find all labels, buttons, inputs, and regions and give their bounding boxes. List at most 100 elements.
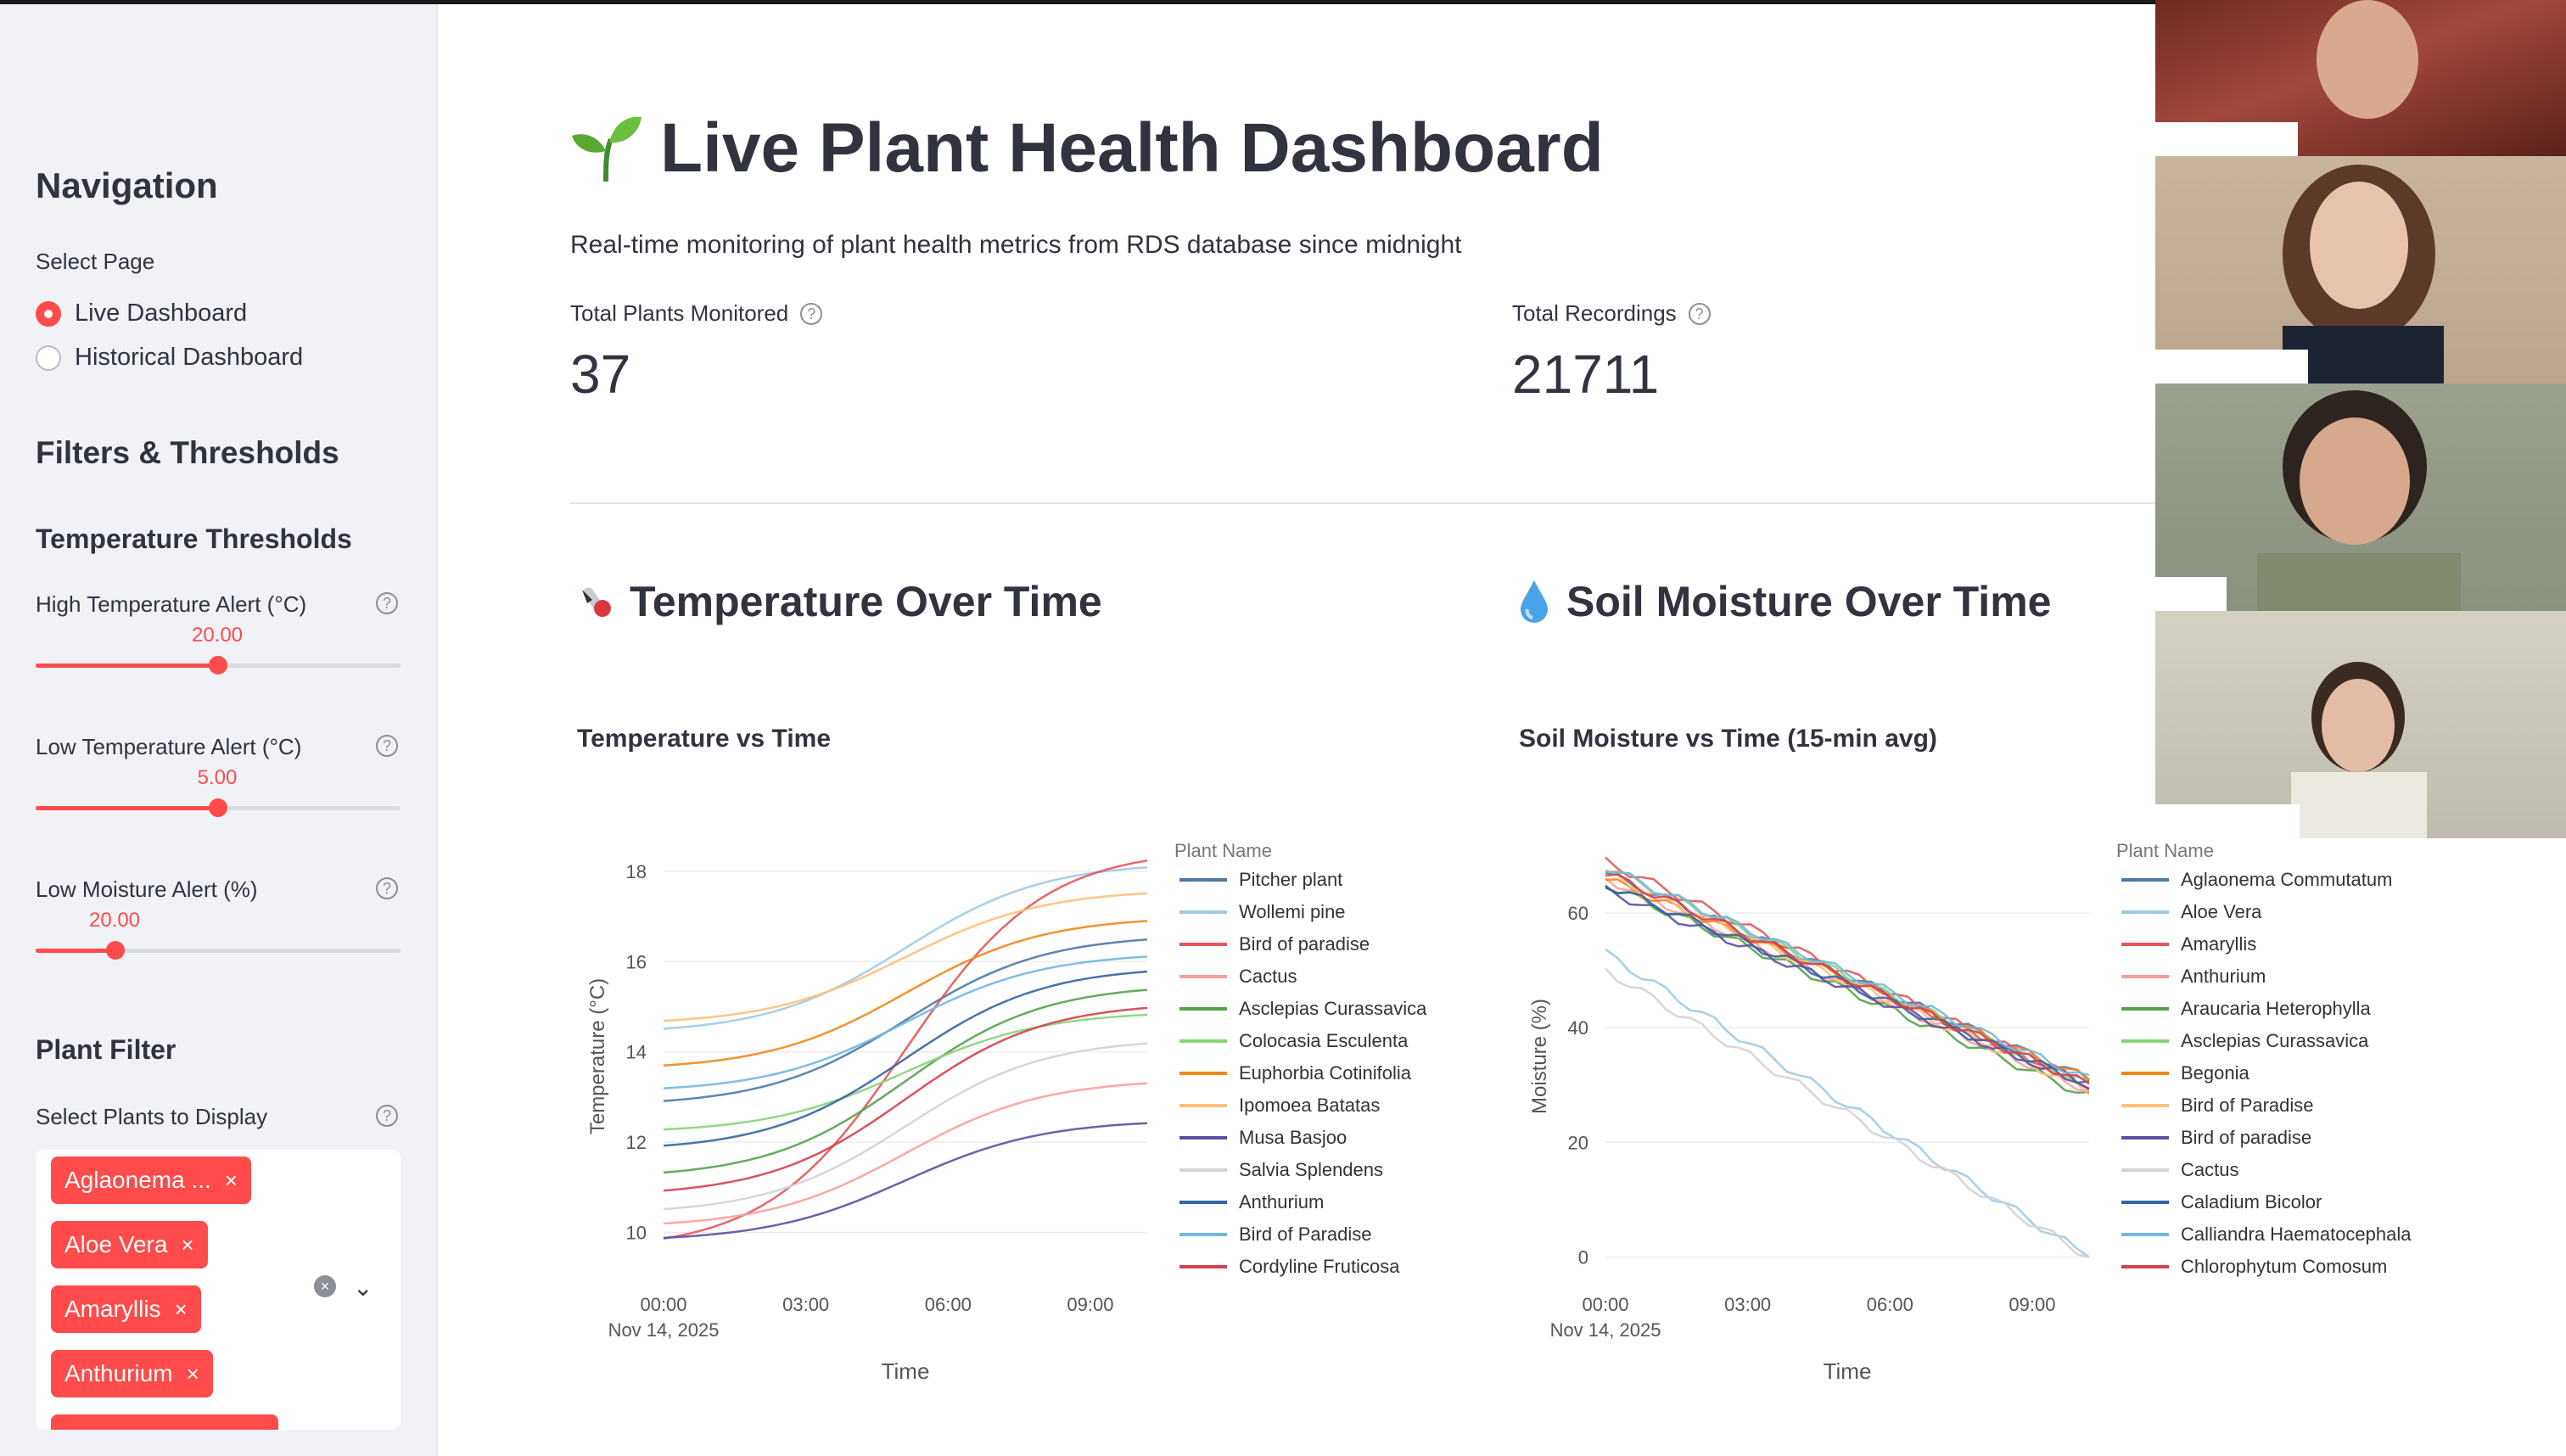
slider-fill [36,949,115,953]
legend-title: Plant Name [1174,840,1272,861]
thermometer-icon [582,587,611,617]
legend-label: Wollemi pine [1239,901,1346,922]
legend-label: Musa Basjoo [1239,1127,1347,1148]
section-title: Temperature Over Time [630,578,1102,625]
low-temp-slider[interactable] [36,798,401,817]
help-icon[interactable]: ? [376,1105,398,1127]
legend-label: Aglaonema Commutatum [2181,869,2392,890]
temperature-thresholds-heading: Temperature Thresholds [36,524,352,554]
slider-thumb[interactable] [209,656,227,675]
y-tick-label: 16 [626,951,647,972]
video-tile-3[interactable] [2155,384,2566,611]
legend-label: Amaryllis [2181,933,2256,955]
legend-label: Asclepias Curassavica [1239,998,1427,1019]
legend-label: Bird of paradise [1239,933,1370,955]
metric-total-recordings-value: 21711 [1512,344,1660,405]
plant-multiselect[interactable]: Aglaonema ... × Aloe Vera × Amaryllis × … [36,1150,401,1430]
y-tick-label: 20 [1568,1132,1588,1153]
tag-remove-icon[interactable]: × [174,1296,188,1322]
tag-label: Aloe Vera [64,1231,168,1257]
participant-face [2317,0,2418,119]
filters-heading: Filters & Thresholds [36,435,339,470]
series-line [663,970,1148,1147]
chevron-down-icon[interactable]: ⌄ [353,1274,373,1301]
x-tick-label: 09:00 [1067,1294,1113,1315]
legend-label: Cordyline Fruticosa [1239,1256,1400,1277]
tag-remove-icon[interactable]: × [186,1360,199,1386]
series-line [1605,948,2090,1258]
x-tick-label: 03:00 [782,1294,829,1315]
series-line [663,1082,1148,1225]
tag-anthurium: Anthurium × [51,1350,213,1397]
video-tile-4[interactable] [2155,611,2566,838]
legend-label: Bird of Paradise [2181,1095,2314,1116]
legend-label: Araucaria Heterophylla [2181,998,2372,1019]
high-temp-slider[interactable] [36,656,401,675]
moisture-section-heading: Soil Moisture Over Time [1517,577,2051,626]
clear-all-icon[interactable]: × [314,1275,336,1297]
radio-historical-dashboard[interactable]: Historical Dashboard [36,344,303,372]
title-text: Live Plant Health Dashboard [660,109,1604,187]
tag-aglaonema: Aglaonema ... × [51,1156,251,1204]
series-line [663,920,1148,1067]
metric-label-text: Total Plants Monitored [570,300,789,326]
help-icon[interactable]: ? [376,877,398,899]
subtitle: Real-time monitoring of plant health met… [570,231,1462,259]
legend-label: Euphorbia Cotinifolia [1239,1062,1412,1084]
help-icon[interactable]: ? [1688,302,1711,325]
participant-face [2300,417,2410,545]
metric-label-text: Total Recordings [1512,300,1677,326]
radio-unselected-icon [36,344,61,371]
x-tick-label: 06:00 [925,1294,972,1315]
low-moisture-slider[interactable] [36,941,401,960]
name-label [2155,350,2308,384]
y-tick-label: 10 [626,1222,647,1243]
metric-total-plants-label: Total Plants Monitored ? [570,300,823,327]
video-tile-2[interactable] [2155,156,2566,384]
temperature-line-chart[interactable]: 10 12 14 16 18 00:00 03:00 06:00 09:00 Nov 14, 20… [570,823,1470,1417]
radio-selected-icon [36,300,61,327]
slider-fill [36,806,218,810]
moisture-line-chart[interactable]: 0 20 40 60 00:00 03:00 06:00 09:00 Nov 14, 2025 T… [1512,823,2420,1417]
participant-shirt [2291,772,2427,838]
select-page-label: Select Page [36,249,155,274]
x-tick-label: 00:00 [640,1294,686,1315]
video-tile-1[interactable] [2155,0,2566,156]
legend-label: Cactus [1239,966,1297,987]
radio-live-dashboard[interactable]: Live Dashboard [36,300,247,328]
tag-remove-icon[interactable]: × [181,1231,194,1257]
legend-label: Asclepias Curassavica [2181,1030,2369,1051]
help-icon[interactable]: ? [376,592,398,614]
participant-face [2322,679,2395,772]
legend-label: Bird of Paradise [1239,1224,1372,1245]
series-line [663,988,1148,1174]
y-tick-label: 12 [626,1132,647,1153]
y-tick-label: 40 [1568,1017,1588,1039]
legend-title: Plant Name [2116,840,2214,861]
section-title: Soil Moisture Over Time [1566,578,2052,625]
legend-label: Aloe Vera [2181,901,2262,922]
name-label [2155,577,2227,611]
participant-face [2310,182,2408,309]
plant-filter-heading: Plant Filter [36,1034,176,1065]
y-tick-label: 18 [626,861,647,882]
radio-label: Historical Dashboard [75,344,304,371]
top-bar [0,0,2566,4]
legend-label: Calliandra Haematocephala [2181,1224,2412,1245]
slider-thumb[interactable] [209,798,227,817]
help-icon[interactable]: ? [376,735,398,757]
tag-label: Aglaonema ... [64,1167,211,1193]
help-icon[interactable]: ? [800,302,823,325]
x-axis-label: Time [882,1358,930,1384]
legend-label: Bird of paradise [2181,1127,2311,1148]
y-tick-label: 0 [1578,1246,1588,1268]
series-line [663,955,1148,1089]
metric-total-recordings-label: Total Recordings ? [1512,300,1711,327]
slider-thumb[interactable] [106,941,125,960]
sidebar: Navigation Select Page Live Dashboard Hi… [0,4,438,1456]
legend-label: Cactus [2181,1159,2238,1180]
tag-remove-icon[interactable]: × [224,1167,238,1193]
nav-heading: Navigation [36,165,218,205]
x-tick-date: Nov 14, 2025 [608,1319,720,1341]
high-temp-value: 20.00 [191,624,244,647]
